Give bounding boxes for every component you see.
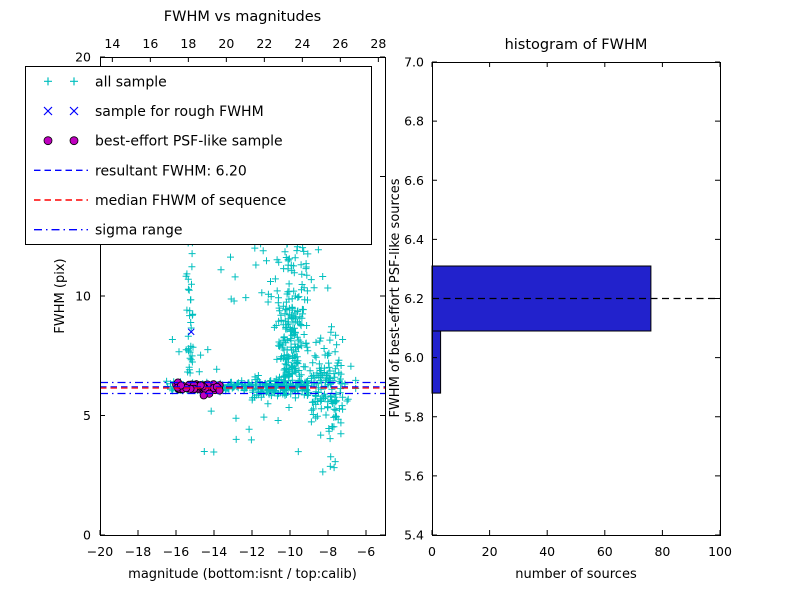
xtick-label: 0 [428, 544, 436, 559]
legend-label: sample for rough FWHM [95, 104, 264, 120]
legend-label: resultant FWHM: 6.20 [95, 163, 247, 179]
ytick-label: 7.0 [404, 55, 424, 70]
legend-marker-circle [43, 136, 53, 146]
ytick-label: 6.8 [404, 114, 424, 129]
ticks [431, 61, 721, 536]
top-xtick-label: 28 [370, 36, 386, 51]
legend-entry: all sample [44, 74, 167, 90]
legend-marker-circle [69, 136, 79, 146]
ytick-label: 10 [75, 289, 91, 304]
chart-title: histogram of FWHM [505, 37, 648, 53]
legend-entry: median FHWM of sequence [34, 193, 286, 209]
plot-area [100, 185, 385, 476]
xtick-label: 100 [708, 544, 732, 559]
xtick-label: 60 [597, 544, 613, 559]
ytick-label: 6.2 [404, 291, 424, 306]
xtick-label: 40 [539, 544, 555, 559]
legend-marker-x [43, 106, 79, 116]
top-xtick-label: 16 [142, 36, 158, 51]
top-xtick-label: 22 [256, 36, 272, 51]
legend-entry: resultant FWHM: 6.20 [34, 163, 247, 179]
y-axis-label: FWHM of best-effort PSF-like sources [388, 178, 403, 417]
legend: all sample sample for rough FWHM best-effo… [25, 66, 372, 245]
legend-label: sigma range [95, 223, 182, 239]
top-xtick-label: 26 [332, 36, 348, 51]
ytick-label: 0 [83, 528, 91, 543]
x-axis-label: magnitude (bottom:isnt / top:calib) [128, 567, 357, 582]
ytick-label: 20 [75, 50, 91, 65]
xtick-label: −14 [201, 544, 227, 559]
legend-label: all sample [95, 74, 167, 90]
ytick-label: 6.6 [404, 173, 424, 188]
top-xtick-label: 14 [104, 36, 120, 51]
legend-box [25, 66, 372, 245]
xtick-label: −16 [163, 544, 189, 559]
ytick-label: 5.8 [404, 409, 424, 424]
ytick-label: 5 [83, 408, 91, 423]
series-best-effort-psf-like-sample [172, 378, 224, 400]
legend-marker-plus [44, 77, 78, 86]
chart-title: FWHM vs magnitudes [164, 9, 321, 25]
legend-label: median FHWM of sequence [95, 193, 286, 209]
xtick-label: −18 [125, 544, 151, 559]
xtick-label: −8 [319, 544, 337, 559]
legend-label: best-effort PSF-like sample [95, 134, 283, 150]
hist-bar [431, 330, 442, 394]
ytick-label: 6.4 [404, 232, 424, 247]
hist-chart: 0 20 40 60 80 100 5.4 5.6 5.8 6.0 6.2 6.4 6.6 6.8 7.0 h… [388, 37, 732, 582]
ytick-label: 5.6 [404, 468, 424, 483]
xtick-label: 20 [482, 544, 498, 559]
x-axis-label: number of sources [515, 567, 637, 582]
ytick-label: 6.0 [404, 350, 424, 365]
legend-entry: sigma range [34, 223, 182, 239]
legend-entry: sample for rough FWHM [43, 104, 264, 120]
psf-sample-marker [199, 391, 208, 400]
xtick-label: −10 [277, 544, 303, 559]
xtick-label: −20 [87, 544, 113, 559]
y-axis-label: FWHM (pix) [53, 258, 68, 333]
top-xtick-label: 18 [180, 36, 196, 51]
legend-entry: best-effort PSF-like sample [43, 134, 283, 150]
xtick-label: 80 [654, 544, 670, 559]
series-all-sample [163, 185, 360, 476]
ytick-label: 5.4 [404, 528, 424, 543]
xtick-label: −6 [357, 544, 375, 559]
top-xtick-label: 20 [218, 36, 234, 51]
top-xtick-label: 24 [294, 36, 310, 51]
xtick-label: −12 [239, 544, 265, 559]
